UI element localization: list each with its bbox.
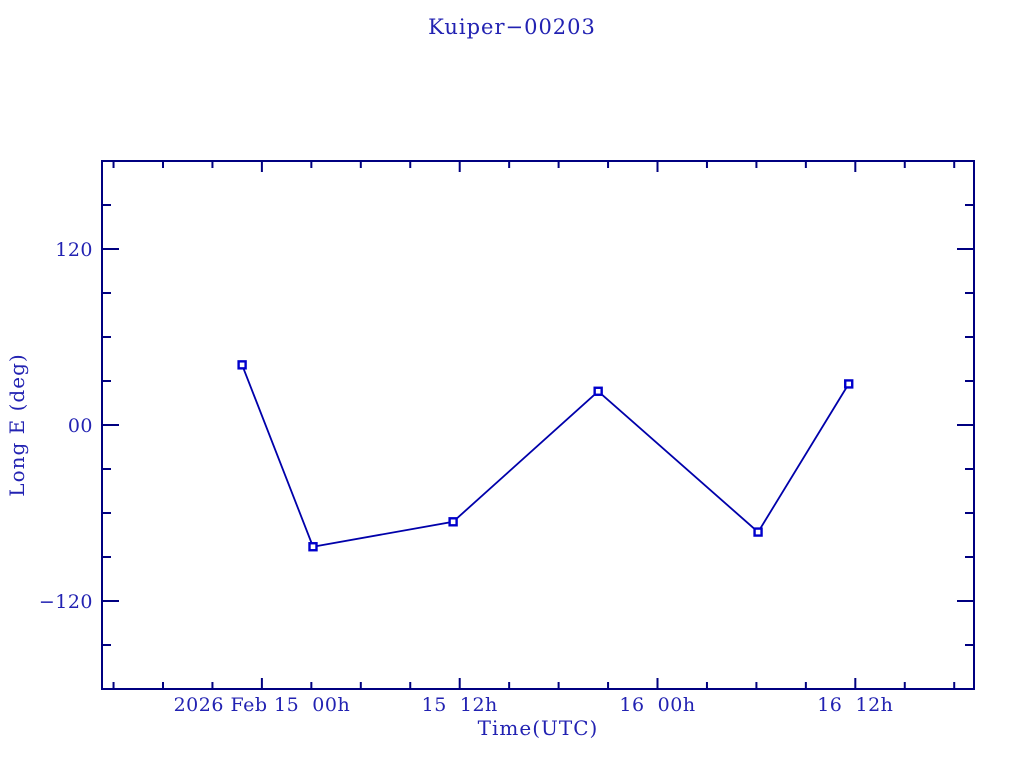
y-tick-label: 00 [68, 415, 93, 437]
chart-title: Kuiper−00203 [428, 15, 596, 39]
data-point-marker [237, 360, 247, 370]
data-point-marker [593, 386, 603, 396]
y-tick-label: −120 [39, 591, 93, 613]
y-tick-label: 120 [55, 239, 93, 261]
data-line [241, 364, 850, 548]
data-point-marker [844, 379, 854, 389]
x-tick-label: 15 12h [422, 694, 498, 716]
x-tick-label: 2026 Feb 15 00h [174, 694, 351, 716]
data-point-marker [448, 517, 458, 527]
x-axis-title: Time(UTC) [477, 716, 599, 740]
x-tick-label: 16 00h [619, 694, 695, 716]
x-tick-label: 16 12h [817, 694, 893, 716]
data-point-marker [308, 542, 318, 552]
plot-frame [101, 160, 975, 690]
data-point-marker [753, 527, 763, 537]
